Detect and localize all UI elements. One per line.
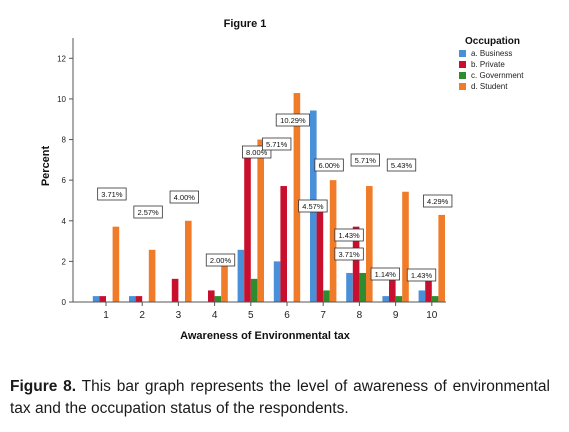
- bar-d-student-8: [366, 186, 373, 302]
- y-axis-label: Percent: [40, 145, 52, 186]
- x-tick-label: 6: [284, 310, 290, 321]
- data-label-box: [350, 153, 380, 167]
- x-tick-label: 4: [212, 310, 218, 321]
- data-label-box: [370, 267, 400, 281]
- data-label-box: [275, 113, 311, 127]
- data-label-box: [423, 194, 453, 208]
- x-tick-label: 9: [393, 310, 399, 321]
- bar-b-private-7: [316, 209, 324, 302]
- data-label-box: [298, 199, 328, 213]
- bar-b-private-1: [99, 296, 106, 302]
- data-label-box: [169, 190, 199, 204]
- x-tick-label: 1: [103, 310, 109, 321]
- legend-entry: b. Private: [471, 60, 505, 69]
- bar-a-business-1: [92, 296, 100, 302]
- data-label: 6.00%: [318, 161, 340, 170]
- bar-a-business-2: [129, 296, 136, 302]
- bar-c-government-7: [323, 290, 330, 302]
- bar-b-private-6: [280, 186, 287, 302]
- x-tick-label: 3: [176, 310, 182, 321]
- x-tick-label: 5: [248, 310, 254, 321]
- data-label: 1.43%: [411, 271, 433, 280]
- x-axis-label: Awareness of Environmental tax: [180, 330, 351, 342]
- bar-a-business-9: [382, 296, 389, 302]
- chart-title: Figure 1: [224, 18, 267, 30]
- legend-entry: a. Business: [471, 49, 512, 58]
- y-tick-label: 6: [62, 176, 67, 185]
- bar-c-government-8: [359, 272, 366, 302]
- bar-d-student-4: [221, 261, 228, 302]
- x-tick-label: 8: [357, 310, 363, 321]
- bar-a-business-8: [346, 272, 353, 302]
- bar-c-government-5: [250, 278, 258, 302]
- bar-b-private-8: [352, 226, 360, 302]
- data-label: 3.71%: [101, 190, 123, 199]
- y-tick-label: 12: [57, 54, 66, 63]
- data-label: 4.29%: [427, 197, 449, 206]
- data-label: 5.71%: [266, 140, 288, 149]
- bar-d-student-2: [148, 249, 156, 302]
- data-label-box: [314, 158, 344, 172]
- data-label: 1.43%: [338, 231, 360, 240]
- bar-c-government-4: [214, 296, 222, 302]
- bar-b-private-4: [208, 290, 215, 302]
- data-label: 5.71%: [355, 156, 377, 165]
- data-label: 8.00%: [246, 148, 268, 157]
- legend-swatch: [459, 61, 466, 68]
- bar-b-private-2: [135, 296, 143, 302]
- data-label: 5.43%: [391, 161, 413, 170]
- caption-text: This bar graph represents the level of a…: [10, 378, 550, 417]
- data-label: 2.00%: [210, 256, 232, 265]
- data-label-box: [334, 247, 364, 261]
- bar-d-student-5: [257, 139, 264, 302]
- bar-d-student-10: [438, 214, 445, 302]
- data-label: 3.71%: [338, 250, 360, 259]
- legend-entry: d. Student: [471, 82, 508, 91]
- bar-d-student-6: [293, 93, 301, 302]
- x-tick-label: 7: [320, 310, 326, 321]
- bar-d-student-7: [329, 180, 337, 302]
- data-label-box: [97, 187, 127, 201]
- data-label-box: [386, 158, 417, 172]
- bar-b-private-3: [171, 278, 179, 302]
- y-tick-label: 0: [62, 298, 67, 307]
- bar-d-student-9: [402, 191, 409, 302]
- data-label: 10.29%: [280, 116, 306, 125]
- legend-swatch: [459, 50, 466, 57]
- data-label-box: [133, 205, 163, 219]
- bar-c-government-10: [431, 296, 439, 302]
- bar-a-business-6: [273, 261, 281, 302]
- bar-d-student-3: [185, 220, 192, 302]
- legend-swatch: [459, 83, 466, 90]
- legend-swatch: [459, 72, 466, 79]
- x-tick-label: 10: [426, 310, 438, 321]
- data-label: 4.57%: [302, 202, 324, 211]
- data-label: 2.57%: [137, 208, 159, 217]
- data-label-box: [205, 253, 236, 267]
- data-label-box: [334, 228, 364, 242]
- data-label: 4.00%: [174, 193, 196, 202]
- legend-entry: c. Government: [471, 71, 524, 80]
- bar-b-private-5: [244, 157, 251, 302]
- x-tick-label: 2: [139, 310, 145, 321]
- data-label: 1.14%: [375, 270, 397, 279]
- bar-d-student-1: [112, 226, 120, 302]
- bar-c-government-9: [395, 296, 403, 302]
- caption-figure-label: Figure 8.: [10, 378, 77, 395]
- y-tick-label: 2: [62, 257, 67, 266]
- bar-a-business-5: [237, 249, 245, 302]
- legend-title: Occupation: [465, 36, 520, 47]
- data-label-box: [406, 268, 437, 282]
- y-tick-label: 10: [57, 95, 66, 104]
- y-tick-label: 4: [62, 217, 67, 226]
- bar-b-private-9: [389, 278, 396, 302]
- bar-a-business-10: [418, 290, 426, 302]
- data-label-box: [262, 137, 292, 151]
- figure-caption: Figure 8. This bar graph represents the …: [10, 376, 550, 420]
- bar-b-private-10: [425, 272, 432, 302]
- y-tick-label: 8: [62, 136, 67, 145]
